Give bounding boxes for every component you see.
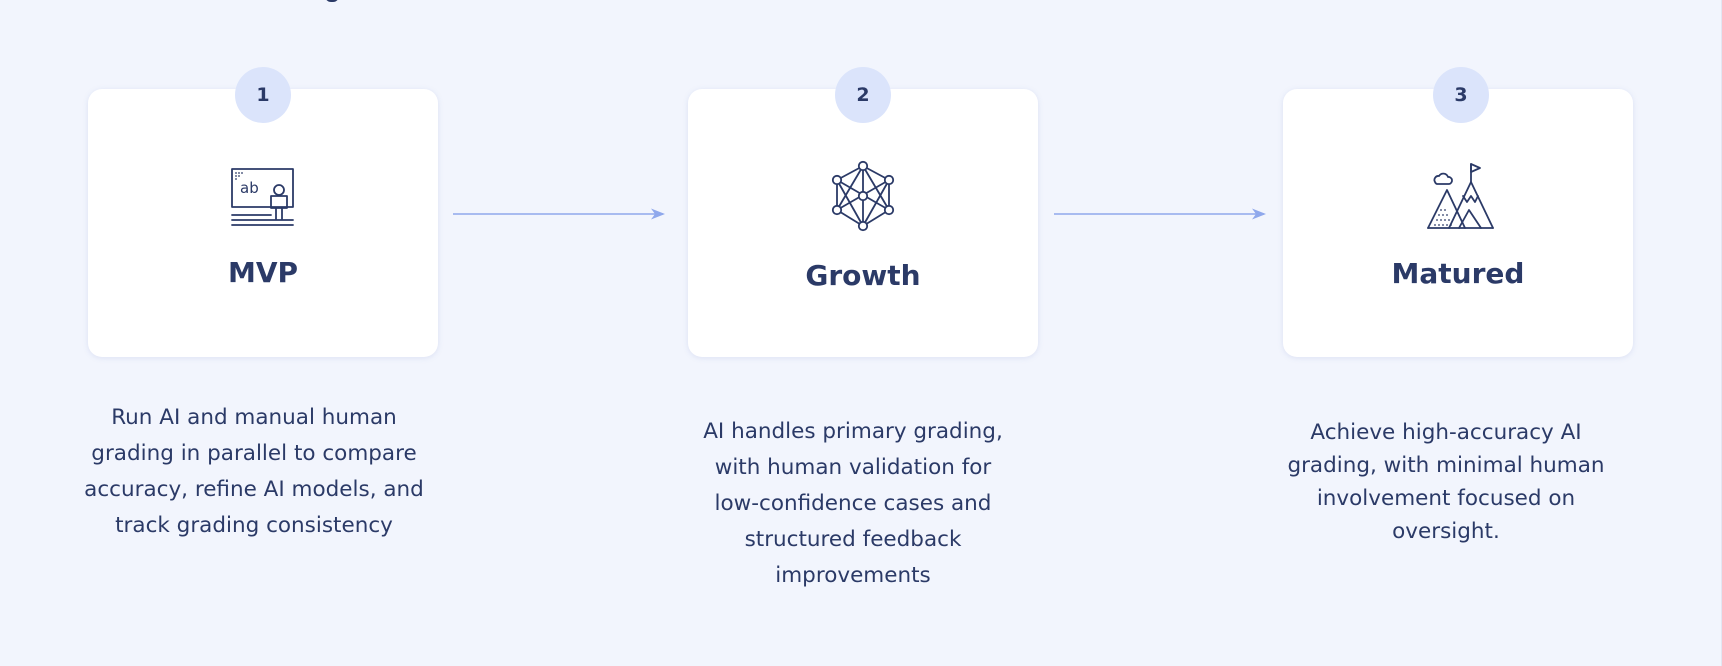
stage-title: Matured <box>1391 257 1525 290</box>
stage-description: AI handles primary grading, with human v… <box>703 419 1003 588</box>
flow-arrow-1 <box>453 208 665 220</box>
stage-description: Run AI and manual human grading in paral… <box>84 405 424 538</box>
cropped-heading-fragment <box>325 0 339 2</box>
stage-card-matured <box>1283 89 1633 357</box>
whiteboard-teacher-icon: ab <box>231 168 294 226</box>
stage-number-badge: 2 <box>835 67 891 123</box>
stage-number-badge: 1 <box>235 67 291 123</box>
stage-card-mvp <box>88 89 438 357</box>
svg-text:ab: ab <box>240 179 259 197</box>
stage-description: Achieve high-accuracy AI grading, with m… <box>1287 420 1605 544</box>
mountain-flag-icon <box>1427 163 1494 229</box>
network-graph-icon <box>831 160 895 232</box>
flow-arrow-2 <box>1054 208 1266 220</box>
stage-title: Growth <box>805 259 921 292</box>
stage-number-badge: 3 <box>1433 67 1489 123</box>
stage-title: MVP <box>227 256 299 289</box>
